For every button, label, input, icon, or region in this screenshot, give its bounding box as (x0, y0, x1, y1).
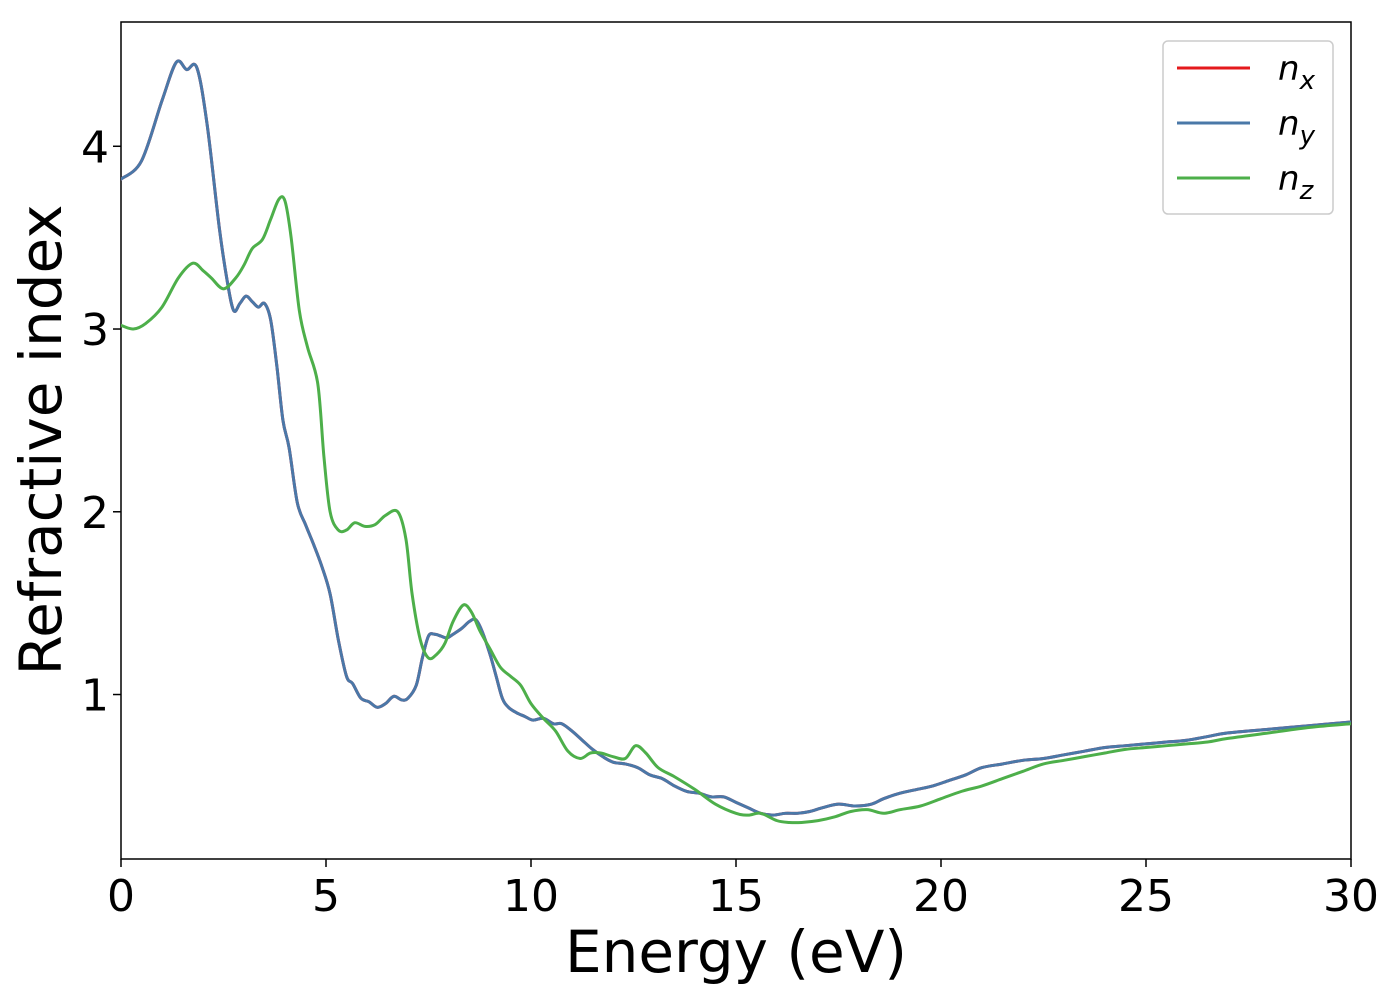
series-line-y (121, 59, 1351, 817)
legend-label-subscript: z (1299, 176, 1315, 206)
legend-label-x: nx (1278, 49, 1316, 96)
plot-area (120, 21, 1352, 860)
x-tick-label: 30 (1323, 871, 1379, 922)
y-axis-ticks: 1 2 3 4 (81, 122, 121, 722)
legend-label-subscript: x (1299, 66, 1316, 96)
x-tick-label: 5 (312, 871, 340, 922)
x-tick-label: 15 (708, 871, 764, 922)
x-tick-label: 25 (1118, 871, 1174, 922)
legend-label-z: nz (1278, 159, 1315, 206)
y-tick-label: 2 (81, 488, 109, 539)
y-tick-label: 3 (81, 305, 109, 356)
legend-label-base: n (1278, 159, 1300, 199)
legend-label-y: ny (1278, 104, 1316, 151)
series-line-z (121, 195, 1351, 825)
x-tick-label: 0 (107, 871, 135, 922)
y-axis-label: Refractive index (7, 204, 75, 675)
plot-frame (120, 21, 1352, 860)
series-lines (121, 59, 1351, 825)
y-tick-label: 4 (81, 122, 109, 173)
x-tick-label: 20 (913, 871, 969, 922)
legend-label-base: n (1278, 49, 1300, 89)
x-axis-ticks: 0 5 10 15 20 25 30 (107, 859, 1379, 922)
legend-label-subscript: y (1299, 121, 1316, 151)
x-axis-label: Energy (eV) (565, 918, 907, 986)
legend-box (1162, 40, 1334, 215)
y-tick-label: 1 (81, 671, 109, 722)
x-tick-label: 10 (503, 871, 559, 922)
legend-label-base: n (1278, 104, 1300, 144)
